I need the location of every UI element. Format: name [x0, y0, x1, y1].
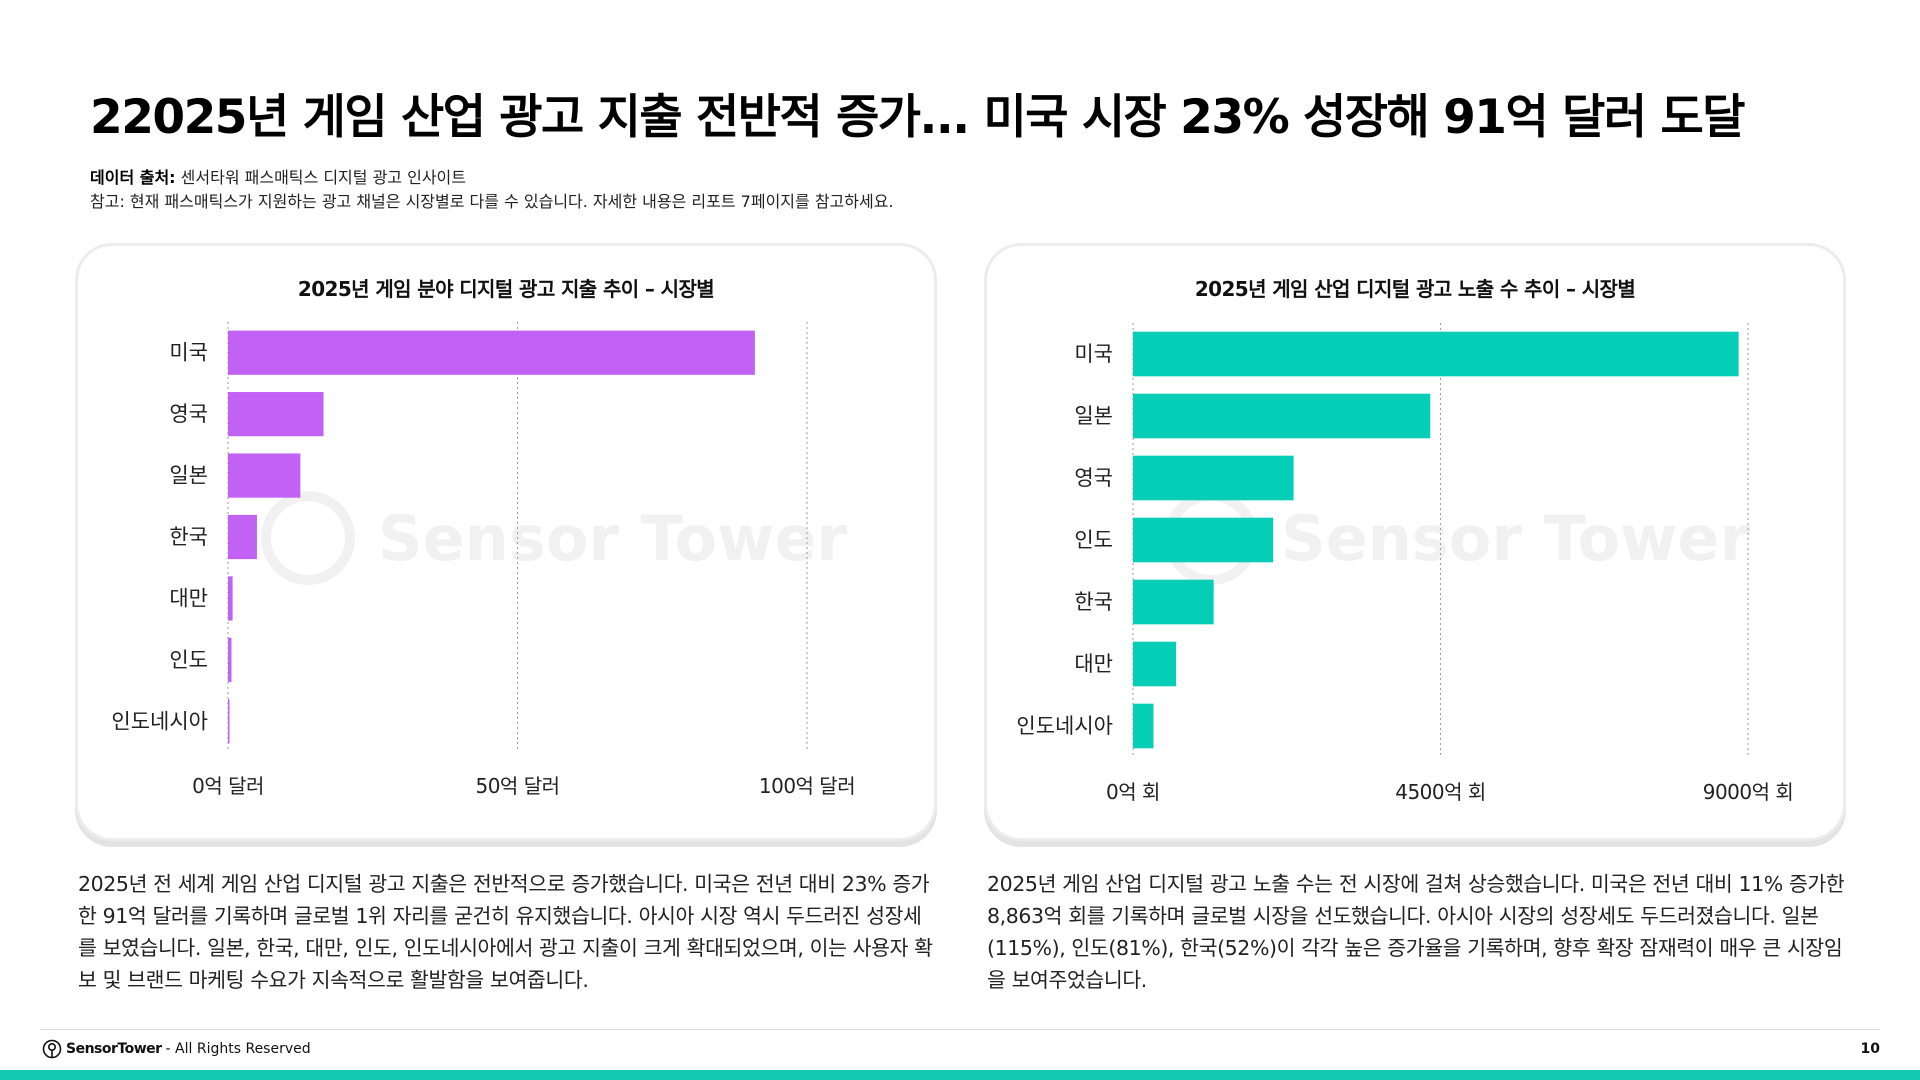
- impressions-description: 2025년 게임 산업 디지털 광고 노출 수는 전 시장에 걸쳐 상승했습니다…: [987, 872, 1845, 992]
- y-category-label: 인도네시아: [1016, 714, 1113, 738]
- watermark-text: Sensor Tower: [378, 502, 847, 575]
- footer-rights: - All Rights Reserved: [165, 1041, 311, 1057]
- bar: [228, 637, 232, 682]
- y-category-label: 일본: [169, 464, 208, 488]
- bar: [228, 392, 324, 437]
- y-category-label: 일본: [1074, 404, 1113, 428]
- y-category-label: 인도: [169, 648, 208, 672]
- y-category-label: 영국: [169, 402, 208, 426]
- bar: [1133, 331, 1739, 377]
- watermark: Sensor Tower: [1164, 491, 1750, 585]
- x-tick-label: 100억 달러: [759, 774, 855, 798]
- y-category-label: 대만: [1074, 652, 1113, 676]
- x-tick-label: 9000억 회: [1703, 780, 1794, 804]
- watermark-text: Sensor Tower: [1281, 502, 1750, 575]
- bar: [228, 514, 257, 560]
- watermark-logo-icon: [261, 491, 355, 585]
- bar: [1133, 641, 1177, 687]
- x-tick-label: 50억 달러: [475, 774, 559, 798]
- bar: [228, 699, 230, 744]
- page-number: 10: [1860, 1041, 1880, 1057]
- chart-title: 2025년 게임 산업 디지털 광고 노출 수 추이 – 시장별: [1195, 277, 1635, 301]
- bar: [1133, 393, 1431, 439]
- x-tick-label: 0억 달러: [192, 774, 264, 798]
- bar: [228, 576, 233, 621]
- y-category-label: 한국: [169, 525, 208, 549]
- chart-title: 2025년 게임 분야 디지털 광고 지출 추이 – 시장별: [298, 277, 714, 301]
- bar: [1133, 455, 1294, 501]
- bar: [1133, 517, 1274, 563]
- y-category-label: 영국: [1074, 466, 1113, 490]
- footer-brand: SensorTower - All Rights Reserved: [42, 1039, 311, 1059]
- bar: [1133, 579, 1214, 625]
- spend-description: 2025년 전 세계 게임 산업 디지털 광고 지출은 전반적으로 증가했습니다…: [78, 872, 933, 992]
- note-text: 참고: 현재 패스매틱스가 지원하는 광고 채널은 시장별로 다를 수 있습니다…: [90, 192, 894, 211]
- y-category-label: 미국: [169, 341, 208, 365]
- y-category-label: 미국: [1074, 342, 1113, 366]
- bar: [228, 330, 755, 375]
- impressions-chart: Sensor Tower 2025년 게임 산업 디지털 광고 노출 수 추이 –…: [1016, 277, 1794, 804]
- y-category-label: 한국: [1074, 590, 1113, 614]
- source-text: 센서타워 패스매틱스 디지털 광고 인사이트: [180, 168, 466, 187]
- watermark: Sensor Tower: [261, 491, 847, 585]
- bottom-accent-bar: [0, 1070, 1920, 1080]
- bar: [228, 453, 301, 498]
- y-category-label: 인도네시아: [111, 709, 208, 733]
- bar: [1133, 703, 1154, 749]
- spend-chart: Sensor Tower 2025년 게임 분야 디지털 광고 지출 추이 – 시…: [111, 277, 855, 798]
- x-tick-label: 4500억 회: [1395, 780, 1486, 804]
- spend-chart-card: Sensor Tower 2025년 게임 분야 디지털 광고 지출 추이 – 시…: [78, 246, 934, 838]
- y-category-label: 대만: [169, 586, 208, 610]
- footer-divider: [40, 1029, 1880, 1030]
- page-title: 22025년 게임 산업 광고 지출 전반적 증가... 미국 시장 23% 성…: [90, 90, 1745, 145]
- impressions-chart-card: Sensor Tower 2025년 게임 산업 디지털 광고 노출 수 추이 –…: [987, 246, 1843, 838]
- y-category-label: 인도: [1074, 528, 1113, 552]
- footer-brand-name: SensorTower: [66, 1041, 162, 1057]
- sensor-tower-logo-icon: [42, 1039, 62, 1059]
- x-tick-label: 0억 회: [1106, 780, 1160, 804]
- source-note: 데이터 출처: 센서타워 패스매틱스 디지털 광고 인사이트 참고: 현재 패스…: [90, 166, 894, 214]
- source-label: 데이터 출처:: [90, 168, 176, 187]
